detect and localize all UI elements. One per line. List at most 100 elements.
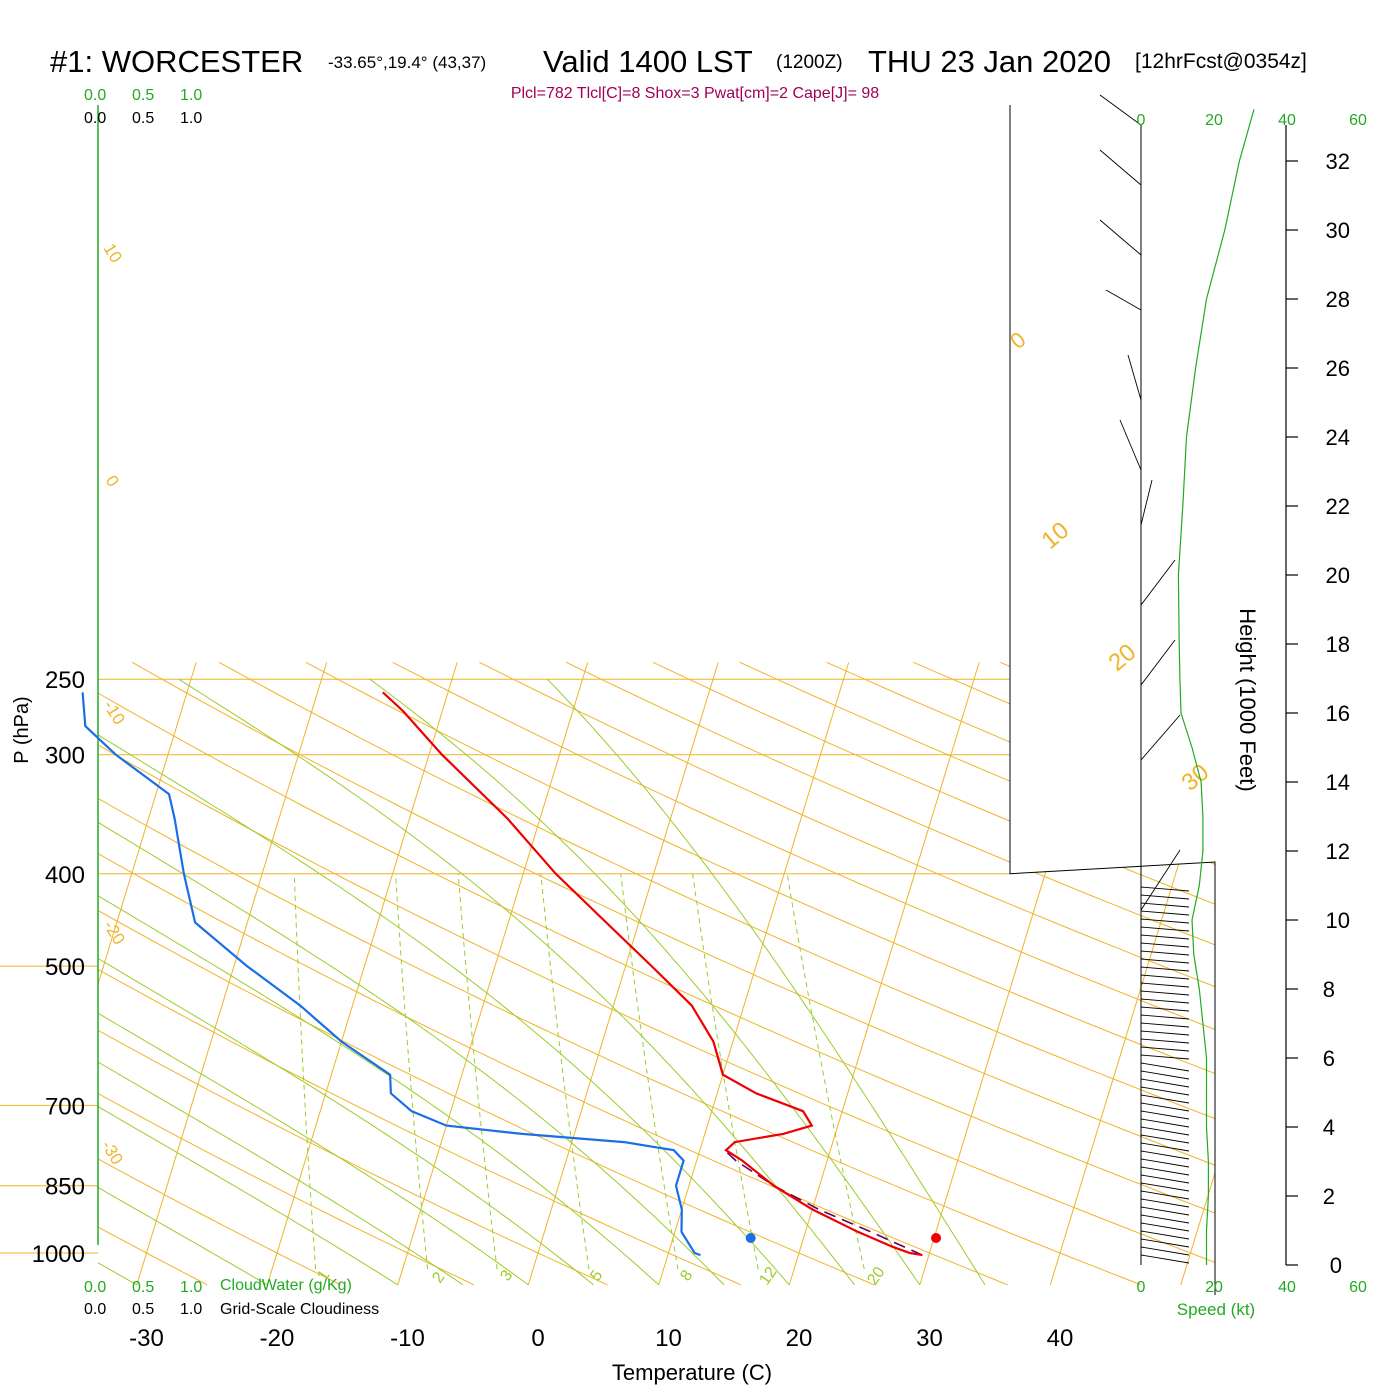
height-tick-label: 2 [1323, 1184, 1335, 1209]
pressure-tick-label: 400 [45, 862, 85, 889]
isotherm-line [98, 662, 197, 1285]
wind-barb [1140, 559, 1176, 606]
height-tick-label: 20 [1326, 563, 1350, 588]
wind-barb [1127, 354, 1142, 401]
height-axis: 0 2 4 6 8 10 12 14 16 18 20 22 24 26 28 … [1235, 125, 1350, 1278]
dry-adiabat-line [1000, 661, 1215, 1286]
wind-barb [1140, 1222, 1190, 1232]
isotherm-label: 10 [1037, 517, 1075, 555]
cloud-axis-bottom: 0.0 0.5 1.0 CloudWater (g/Kg) 0.0 0.5 1.… [84, 1277, 379, 1318]
dry-adiabat-line [392, 661, 1215, 1286]
wind-barb [1105, 289, 1142, 311]
pressure-tick-label: 1000 [32, 1241, 85, 1268]
cloudiness-axis-label: Grid-Scale Cloudiness [220, 1301, 379, 1318]
moist-adiabat-line [546, 678, 986, 1286]
wind-barb [1140, 918, 1190, 924]
height-tick-label: 6 [1323, 1046, 1335, 1071]
dry-adiabat-line [98, 661, 1142, 1286]
wind-barb [1140, 1134, 1190, 1144]
wind-barb [1140, 982, 1190, 988]
moist-adiabat-line [178, 678, 855, 1286]
mixing-ratio-label: 8 [677, 1267, 696, 1284]
wind-barb [1140, 1206, 1190, 1216]
dry-adiabat-line [98, 661, 1215, 1286]
wind-barb [1140, 1070, 1190, 1080]
moist-adiabat-line [98, 678, 529, 1286]
wind-barb [1099, 219, 1142, 256]
height-tick-label: 26 [1326, 356, 1350, 381]
stability-indices: Plcl=782 Tlcl[C]=8 Shox=3 Pwat[cm]=2 Cap… [511, 85, 879, 102]
wind-barb [1140, 639, 1176, 686]
pressure-axis: 250 300 400 500 700 850 1000 [32, 667, 85, 1268]
wind-barb [1140, 1166, 1190, 1176]
speed-tick-label: 40 [1278, 112, 1296, 129]
isobar-lines [0, 678, 1010, 1254]
mixing-ratio-label: 12 [756, 1264, 780, 1288]
moist-adiabat-line [98, 678, 790, 1286]
height-tick-label: 32 [1326, 149, 1350, 174]
dry-adiabat-lines [98, 661, 1215, 1286]
surface-dewpoint-marker [745, 1233, 756, 1243]
moist-adiabat-line [98, 678, 594, 1286]
wind-barb [1140, 1110, 1190, 1120]
cloudwater-tick-label: 0.5 [132, 87, 154, 104]
isotherm-label: -30 [98, 1137, 127, 1168]
wind-barb [1140, 990, 1190, 996]
dry-adiabat-line [98, 661, 875, 1286]
wind-barb [1140, 1150, 1190, 1160]
isotherm-line [136, 662, 328, 1285]
cloudwater-tick-label: 1.0 [180, 1279, 202, 1296]
cloudwater-tick-label: 0.0 [84, 1279, 106, 1296]
wind-barb [1140, 886, 1190, 892]
wind-barb [1140, 998, 1190, 1004]
isotherm-labels: 10 0 -10 -20 -30 0 10 20 30 [98, 240, 1215, 1168]
wind-barb [1140, 958, 1190, 964]
valid-time: Valid 1400 LST [543, 44, 753, 79]
wind-barbs [1099, 94, 1190, 1264]
wind-panel: 0 20 40 60 0 20 40 60 Speed (kt) [1099, 94, 1367, 1319]
wind-barb [1140, 479, 1153, 526]
cloudiness-tick-label: 0.5 [132, 1301, 154, 1318]
wind-barb [1140, 1102, 1190, 1112]
cloudiness-tick-label: 1.0 [180, 110, 202, 127]
wind-barb [1140, 894, 1190, 900]
height-tick-label: 24 [1326, 425, 1350, 450]
mixing-ratio-line [692, 873, 759, 1270]
isotherm-line [919, 662, 1111, 1285]
cloudwater-axis-label: CloudWater (g/Kg) [220, 1277, 352, 1294]
dry-adiabat-line [739, 661, 1215, 1286]
speed-tick-label: 20 [1205, 112, 1223, 129]
isotherm-label: 0 [1005, 327, 1030, 354]
moist-adiabat-line [369, 678, 921, 1286]
wind-barb [1140, 1182, 1190, 1192]
isotherm-label: -20 [100, 917, 129, 948]
temperature-tick-label: -10 [390, 1325, 425, 1352]
zulu-time: (1200Z) [776, 52, 843, 73]
wind-barb [1140, 1126, 1190, 1136]
moist-adiabat-line [98, 678, 725, 1286]
cloudiness-tick-label: 1.0 [180, 1301, 202, 1318]
temperature-axis-label: Temperature (C) [612, 1360, 772, 1385]
wind-barb [1140, 974, 1190, 980]
station-coords: -33.65°,19.4° (43,37) [328, 53, 486, 72]
wind-barb [1140, 849, 1181, 911]
dry-adiabat-line [98, 661, 1008, 1286]
isotherm-line [788, 662, 980, 1285]
forecast-run: [12hrFcst@0354z] [1135, 50, 1307, 73]
height-tick-label: 0 [1330, 1253, 1342, 1278]
wind-barb [1119, 419, 1142, 471]
temperature-tick-label: 10 [655, 1325, 682, 1352]
height-axis-label: Height (1000 Feet) [1235, 608, 1260, 791]
height-tick-label: 4 [1323, 1115, 1335, 1140]
temperature-tick-label: 30 [916, 1325, 943, 1352]
parcel-profile-line [725, 1150, 923, 1256]
wind-barb [1140, 1062, 1190, 1072]
speed-tick-label: 0 [1137, 1279, 1146, 1296]
speed-axis-label: Speed (kt) [1177, 1300, 1255, 1319]
mixing-ratio-line [457, 873, 498, 1270]
wind-barb [1140, 934, 1190, 940]
wind-barb [1140, 1254, 1190, 1264]
isotherm-label: 30 [1177, 759, 1215, 797]
temperature-tick-label: -30 [129, 1325, 164, 1352]
